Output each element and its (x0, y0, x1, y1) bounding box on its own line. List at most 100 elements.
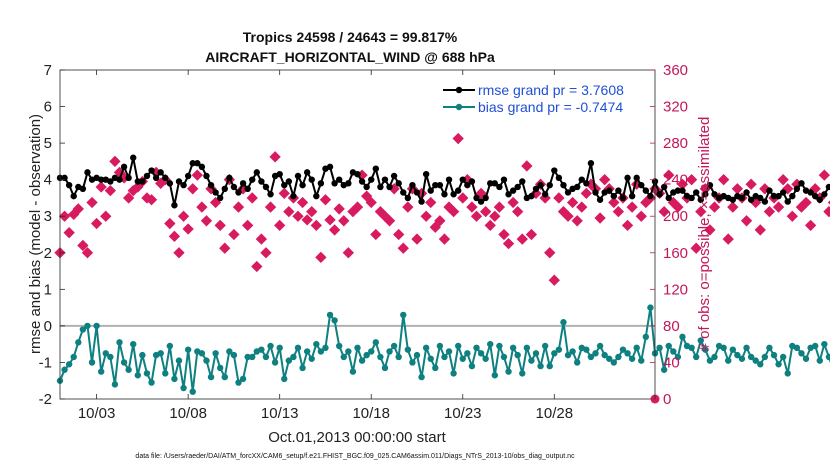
y-left-tick-label: -1 (39, 354, 52, 371)
bias-point (198, 350, 206, 357)
rmse-point (596, 196, 604, 203)
bias-point (107, 353, 114, 361)
obs-count-marker (196, 201, 208, 213)
bias-point (400, 311, 407, 319)
obs-count-marker (626, 201, 638, 213)
obs-count-marker (219, 242, 231, 254)
obs-count-marker (420, 210, 432, 222)
rmse-point (84, 169, 91, 176)
rmse-point (377, 183, 384, 191)
obs-count-marker (598, 174, 611, 186)
obs-count-marker (727, 201, 739, 213)
obs-count-marker (260, 247, 272, 259)
rmse-point (436, 181, 444, 189)
bias-point (464, 350, 471, 357)
rmse-point (779, 189, 787, 196)
obs-count-marker (479, 205, 492, 218)
rmse-point (143, 172, 151, 180)
bias-point (692, 353, 700, 361)
obs-count-marker (731, 183, 744, 195)
obs-count-marker (342, 247, 355, 259)
rmse-point (267, 191, 274, 198)
rmse-point (628, 192, 636, 200)
bias-point (134, 372, 142, 379)
rmse-point (688, 194, 695, 202)
bias-point (120, 359, 128, 366)
rmse-point (422, 170, 430, 178)
bias-point (555, 346, 563, 353)
obs-count-marker (576, 201, 588, 213)
y-right-tick-label: 240 (663, 172, 688, 189)
obs-count-marker (452, 132, 464, 145)
bias-point (203, 357, 210, 364)
bias-point (642, 333, 650, 341)
rmse-point (615, 187, 622, 194)
rmse-point (61, 174, 68, 182)
rmse-point (162, 174, 169, 182)
rmse-point (303, 169, 311, 176)
bias-point (688, 344, 695, 352)
bias-point (564, 351, 572, 359)
bias-point (70, 353, 77, 361)
rmse-point (317, 180, 325, 187)
bias-point (665, 342, 672, 350)
bias-point (441, 353, 448, 361)
rmse-point (445, 176, 453, 183)
rmse-point (308, 176, 315, 183)
bias-point (175, 357, 183, 364)
obs-count-marker (512, 205, 524, 218)
rmse-point (761, 198, 769, 205)
legend-bias-marker (455, 103, 463, 111)
obs-count-marker (168, 230, 181, 242)
bias-point (281, 375, 288, 383)
bias-point (386, 348, 393, 355)
plot-frame (59, 69, 656, 400)
bias-point (313, 340, 320, 348)
bias-point (615, 353, 622, 361)
bias-point (560, 319, 567, 326)
bias-point (793, 344, 801, 352)
rmse-point (624, 174, 631, 182)
footer-data-file: data file: /Users/raeder/DAI/ATM_forcXX/… (135, 453, 575, 460)
y-left-tick-label: -2 (39, 391, 52, 408)
bias-point (189, 388, 196, 395)
bias-point (587, 353, 595, 361)
rmse-point (386, 183, 393, 191)
bias-point (88, 359, 96, 366)
obs-count-marker (264, 201, 277, 213)
rmse-point (477, 198, 485, 205)
bias-point (221, 373, 228, 381)
bias-point (377, 353, 384, 361)
obs-count-marker (818, 169, 830, 181)
y-right-tick-label: 0 (663, 391, 671, 408)
obs-count-marker (786, 210, 798, 222)
rmse-point (299, 181, 306, 189)
bias-point (65, 361, 73, 368)
bias-point (303, 348, 311, 355)
rmse-point (372, 165, 380, 172)
bias-point (725, 357, 732, 364)
bias-point (596, 342, 604, 350)
bias-point (674, 353, 682, 361)
y-left-tick-label: 6 (44, 99, 52, 116)
bias-point (432, 364, 439, 372)
bias-line (59, 306, 830, 393)
obs-count-marker (635, 210, 647, 222)
bias-point (404, 346, 412, 353)
rmse-point (441, 191, 448, 198)
obs-count-marker (278, 187, 290, 200)
rmse-point (230, 183, 238, 191)
rmse-point (532, 185, 540, 193)
rmse-point (537, 181, 544, 189)
rmse-point (198, 163, 206, 171)
obs-count-marker (489, 210, 501, 222)
x-tick-label: 10/03 (78, 405, 116, 422)
rmse-point (454, 187, 462, 194)
bias-point (340, 353, 347, 361)
bias-point (139, 351, 146, 359)
obs-count-marker (241, 219, 254, 232)
rmse-point (400, 189, 407, 196)
rmse-point (468, 178, 476, 185)
bias-point (345, 348, 352, 355)
rmse-point (793, 185, 801, 193)
